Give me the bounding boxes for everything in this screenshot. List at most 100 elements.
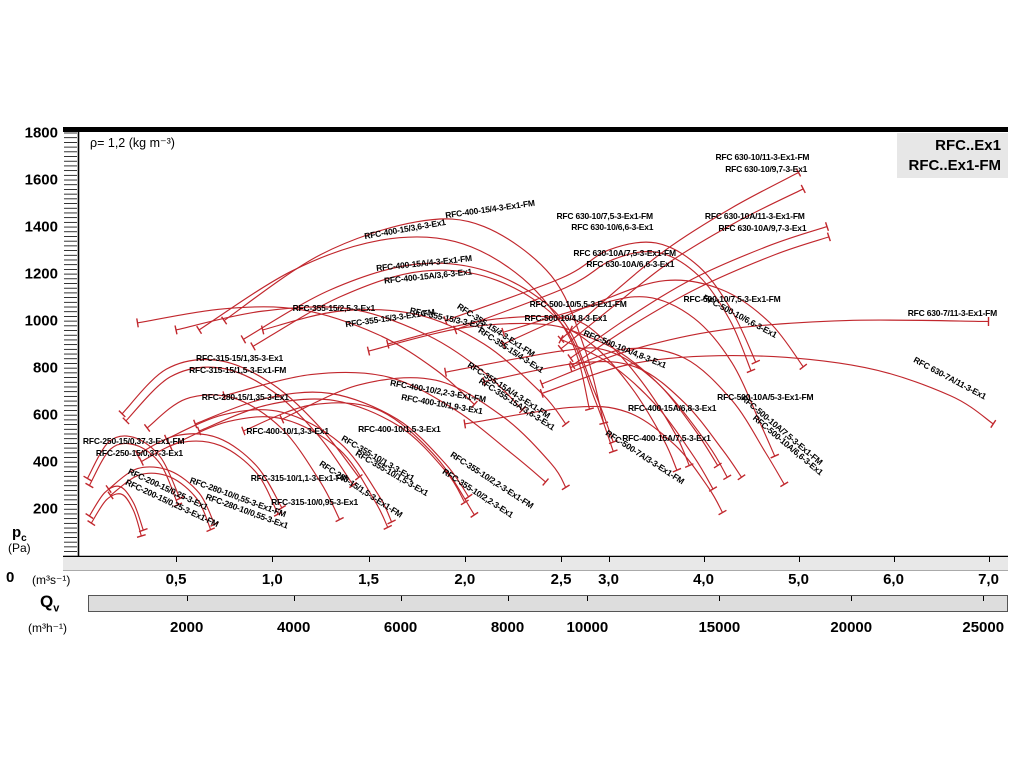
curve-end-tick [990, 419, 997, 429]
curve-end-tick [826, 232, 831, 242]
fan-curve [572, 236, 830, 366]
curve-end-tick [349, 481, 358, 489]
curve-end-tick [500, 339, 506, 349]
fan-curve [125, 366, 354, 486]
curve-end-tick [196, 426, 202, 436]
fan-curve [560, 171, 799, 340]
legend-title-ex1: RFC..Ex1 [935, 137, 1001, 154]
curve-end-tick [174, 325, 178, 335]
fan-curve [503, 279, 804, 368]
curve-end-tick [567, 354, 574, 363]
curve-end-tick [136, 318, 139, 328]
curve-end-tick [539, 388, 544, 398]
density-note: ρ= 1,2 (kg m⁻³) [90, 136, 175, 150]
curve-end-tick [193, 419, 198, 429]
curve-end-tick [167, 441, 173, 451]
pressure-axis-zero: 0 [6, 569, 15, 586]
curve-end-tick [443, 316, 448, 325]
curve-end-tick [134, 450, 141, 459]
fan-curve [243, 262, 614, 443]
fan-curve [90, 493, 142, 537]
curve-end-tick [383, 524, 393, 530]
fan-curve [195, 391, 470, 498]
fan-curve [146, 394, 341, 520]
curve-end-tick [561, 420, 570, 428]
curve-end-tick [824, 222, 830, 232]
fan-curve [141, 440, 279, 515]
curve-end-tick [221, 316, 228, 325]
curve-end-tick [452, 325, 458, 335]
curve-end-tick [557, 344, 565, 353]
fan-curve [86, 435, 181, 499]
curve-end-tick [277, 504, 287, 511]
curve-end-tick [173, 502, 183, 508]
curve-end-tick [138, 457, 144, 466]
fan-curve [137, 433, 283, 509]
fan-curve [368, 322, 678, 471]
curve-end-tick [770, 453, 780, 459]
curve-end-tick [751, 359, 761, 365]
fan-curve [175, 306, 523, 411]
curve-end-tick [163, 434, 169, 444]
curve-end-tick [723, 474, 732, 481]
fan-curve [223, 218, 605, 424]
curve-end-tick [463, 419, 467, 429]
curve-end-tick [260, 325, 265, 335]
fan-curve [445, 241, 757, 363]
curve-end-tick [482, 377, 486, 387]
fan-curve [281, 377, 567, 488]
curve-end-tick [206, 527, 216, 533]
fan-curve [243, 402, 475, 516]
fan-curve [541, 355, 994, 425]
curve-end-tick [273, 511, 283, 517]
curve-end-tick [444, 367, 447, 377]
fan-curve [483, 360, 742, 478]
fan-curve [570, 347, 785, 485]
curve-end-tick [470, 511, 479, 518]
fan-curve [166, 409, 393, 523]
fan-curve [108, 466, 216, 525]
curve-end-tick [118, 410, 126, 418]
curve-end-tick [105, 484, 112, 494]
flow-scale-band-m3s [63, 557, 1008, 571]
fan-curve [223, 371, 546, 483]
curve-end-tick [518, 406, 527, 414]
curve-end-tick [222, 391, 226, 401]
curve-end-tick [746, 368, 756, 374]
fan-curve [198, 236, 591, 410]
curve-end-tick [568, 363, 573, 373]
fan-curve [137, 306, 475, 405]
curve-end-tick [240, 335, 247, 344]
curve-end-tick [713, 462, 722, 469]
curve-end-tick [470, 400, 478, 409]
curve-end-tick [557, 335, 565, 344]
legend-box: RFC..Ex1 RFC..Ex1-FM [897, 133, 1008, 178]
curve-end-tick [335, 516, 344, 523]
curve-end-tick [464, 493, 473, 500]
curve-end-tick [354, 473, 363, 481]
fan-curve [454, 250, 752, 372]
curve-end-tick [569, 361, 576, 370]
flow-scale-band-m3h [88, 595, 1008, 612]
curve-end-tick [387, 519, 396, 525]
curve-end-tick [542, 478, 550, 486]
curve-end-tick [85, 482, 94, 489]
curve-end-tick [800, 184, 806, 194]
curve-end-tick [210, 521, 219, 527]
fan-curve [252, 269, 614, 452]
fan-curve [560, 188, 804, 350]
curve-end-tick [672, 467, 682, 473]
curve-end-tick [87, 520, 96, 527]
curve-end-tick [799, 363, 808, 371]
fan-curve [445, 347, 719, 466]
curve-end-tick [366, 346, 371, 356]
curve-end-tick [608, 449, 618, 454]
curve-end-tick [501, 327, 506, 337]
fan-curve [570, 329, 728, 478]
curve-end-tick [386, 339, 390, 349]
fan-curve [570, 225, 828, 359]
flow-axis-symbol: Qv [40, 592, 60, 615]
fan-curve [560, 338, 714, 490]
